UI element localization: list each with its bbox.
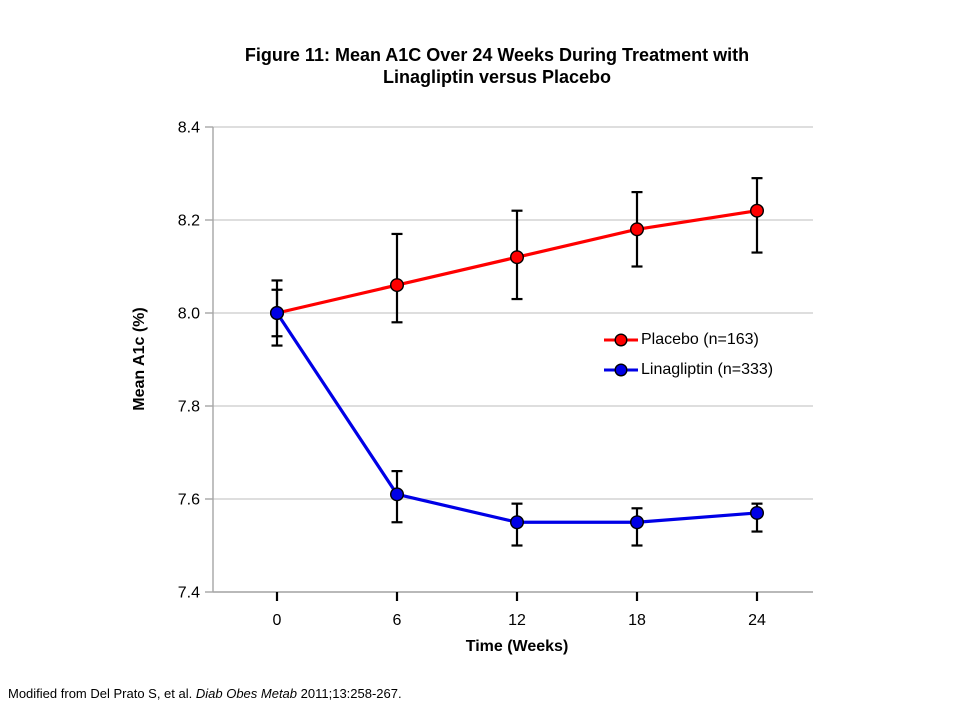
linagliptin-data-point [390, 487, 405, 502]
y-axis-title: Mean A1c (%) [131, 307, 148, 411]
placebo-data-point [630, 222, 645, 237]
y-tick-label: 8.4 [178, 120, 200, 137]
citation-prefix: Modified from Del Prato S, et al. [8, 686, 196, 701]
placebo-data-point [390, 278, 405, 293]
citation-journal-italic: Diab Obes Metab [195, 686, 298, 701]
y-tick-label: 8.0 [178, 306, 200, 323]
x-tick-label: 24 [748, 612, 766, 629]
linagliptin-data-point [510, 515, 525, 530]
citation-suffix: 2011;13:258-267. [297, 686, 402, 701]
linagliptin-data-point [630, 515, 645, 530]
chart-title-line-1: Figure 11: Mean A1C Over 24 Weeks During… [244, 45, 750, 65]
x-tick-label: 12 [508, 612, 526, 629]
citation: Modified from Del Prato S, et al. Diab O… [8, 686, 402, 701]
linagliptin-data-point [270, 306, 285, 321]
chart-title-line-2: Linagliptin versus Placebo [382, 67, 612, 87]
x-tick-label: 0 [273, 612, 282, 629]
legend-label-linagliptin: Linagliptin (n=333) [641, 361, 774, 378]
placebo-data-point [510, 250, 525, 265]
legend-item-linagliptin: Linagliptin (n=333) [604, 355, 773, 385]
y-tick-label: 7.8 [178, 399, 200, 416]
x-tick-label: 18 [628, 612, 646, 629]
legend: Placebo (n=163) Linagliptin (n=333) [604, 325, 773, 385]
legend-label-placebo: Placebo (n=163) [641, 331, 759, 348]
x-axis-title: Time (Weeks) [465, 638, 569, 655]
y-tick-label: 8.2 [178, 213, 200, 230]
placebo-line-marker-icon [604, 333, 638, 347]
linagliptin-line-marker-icon [604, 363, 638, 377]
chart-title: Figure 11: Mean A1C Over 24 Weeks During… [37, 44, 957, 88]
y-tick-label: 7.6 [178, 492, 200, 509]
x-tick-label: 6 [393, 612, 402, 629]
placebo-data-point [750, 203, 765, 218]
legend-item-placebo: Placebo (n=163) [604, 325, 773, 355]
y-tick-label: 7.4 [178, 585, 200, 602]
linagliptin-data-point [750, 505, 765, 520]
